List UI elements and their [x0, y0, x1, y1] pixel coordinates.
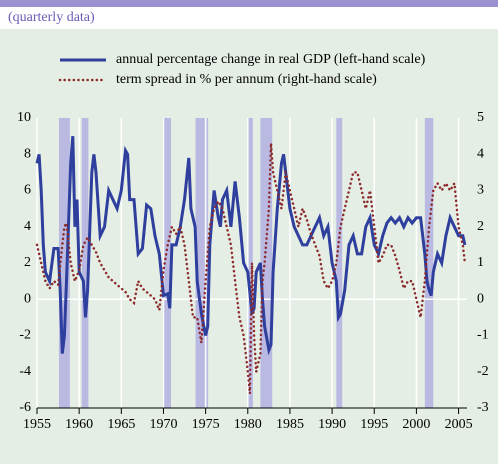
- shaded-period: [336, 118, 343, 408]
- shaded-period: [58, 118, 70, 408]
- y2-tick-label: -1: [477, 328, 489, 343]
- header-band: [0, 0, 498, 7]
- y2-tick-label: 1: [477, 255, 484, 270]
- shaded-period: [247, 118, 253, 408]
- y2-tick-label: 5: [477, 110, 484, 125]
- y-tick-label: 8: [24, 146, 31, 161]
- y2-tick-label: -2: [477, 364, 489, 379]
- y2-tick-label: 4: [477, 146, 484, 161]
- x-tick-label: 1985: [276, 417, 304, 432]
- y-tick-label: 6: [24, 183, 31, 198]
- x-tick-label: 2000: [402, 417, 430, 432]
- y-tick-label: -4: [19, 364, 31, 379]
- y-tick-label: -6: [19, 400, 31, 415]
- legend-label: term spread in % per annum (right-hand s…: [116, 72, 377, 87]
- y2-tick-label: 3: [477, 183, 484, 198]
- y-tick-label: 0: [24, 291, 31, 306]
- shaded-period: [260, 118, 273, 408]
- y2-tick-label: -3: [477, 400, 489, 415]
- y2-tick-label: 0: [477, 291, 484, 306]
- shaded-period: [424, 118, 434, 408]
- x-tick-label: 1995: [360, 417, 388, 432]
- x-tick-label: 1970: [149, 417, 177, 432]
- y-tick-label: 2: [24, 255, 31, 270]
- chart-subtitle: (quarterly data): [8, 10, 95, 25]
- y-tick-label: 10: [17, 110, 31, 125]
- x-tick-label: 2005: [445, 417, 473, 432]
- legend-label: annual percentage change in real GDP (le…: [116, 52, 426, 67]
- y2-tick-label: 2: [477, 219, 484, 234]
- x-tick-label: 1965: [107, 417, 135, 432]
- series-line: [35, 135, 467, 356]
- y-tick-label: -2: [19, 328, 31, 343]
- x-tick-label: 1975: [192, 417, 220, 432]
- shaded-period: [81, 118, 89, 408]
- series-line: [35, 143, 467, 394]
- y-tick-label: 4: [24, 219, 31, 234]
- x-tick-label: 1960: [65, 417, 93, 432]
- x-tick-label: 1980: [234, 417, 262, 432]
- x-tick-label: 1990: [318, 417, 346, 432]
- shaded-period: [162, 118, 172, 408]
- x-tick-label: 1955: [23, 417, 51, 432]
